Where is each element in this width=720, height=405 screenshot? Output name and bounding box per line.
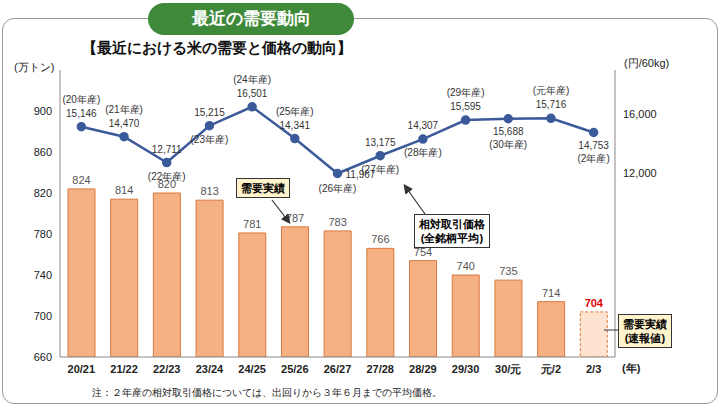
svg-text:16,501: 16,501 [237, 88, 268, 99]
svg-text:780: 780 [34, 228, 52, 240]
html-text:(万トン): (万トン) [14, 61, 55, 73]
svg-text:(26年産): (26年産) [319, 183, 357, 194]
html-text:需要実績: 需要実績 [623, 318, 667, 330]
svg-text:26/27: 26/27 [324, 363, 352, 375]
svg-text:740: 740 [457, 260, 475, 272]
svg-text:820: 820 [34, 187, 52, 199]
svg-text:(20年産): (20年産) [62, 94, 100, 105]
svg-text:900: 900 [34, 105, 52, 117]
svg-text:15,688: 15,688 [493, 126, 524, 137]
svg-text:(27年産): (27年産) [361, 164, 399, 175]
svg-text:740: 740 [34, 269, 52, 281]
svg-text:14,341: 14,341 [280, 120, 311, 131]
html-text:(全銘柄平均): (全銘柄平均) [420, 232, 484, 244]
html-text:相対取引価格: 相対取引価格 [419, 218, 485, 230]
svg-text:700: 700 [34, 310, 52, 322]
svg-text:(24年産): (24年産) [233, 74, 271, 85]
svg-text:735: 735 [499, 265, 517, 277]
html-text:最近の需要動向: 最近の需要動向 [191, 9, 311, 28]
svg-text:21/22: 21/22 [110, 363, 138, 375]
svg-text:13,175: 13,175 [365, 137, 396, 148]
svg-text:820: 820 [157, 178, 177, 190]
svg-text:2/3: 2/3 [586, 363, 601, 375]
svg-text:(2年産): (2年産) [578, 153, 610, 164]
svg-text:(25年産): (25年産) [276, 106, 314, 117]
svg-text:714: 714 [542, 287, 560, 299]
svg-text:29/30: 29/30 [452, 363, 480, 375]
svg-text:15,146: 15,146 [66, 108, 97, 119]
svg-text:15,595: 15,595 [450, 101, 481, 112]
svg-text:783: 783 [328, 216, 346, 228]
svg-text:781: 781 [243, 218, 261, 230]
svg-text:813: 813 [200, 185, 218, 197]
svg-text:754: 754 [413, 245, 433, 258]
svg-text:15,716: 15,716 [536, 99, 567, 110]
svg-text:(30年産): (30年産) [489, 139, 527, 150]
html-text:注：２年産の相対取引価格については、出回りから３年６月までの: 注：２年産の相対取引価格については、出回りから３年６月までの平均価格。 [92, 387, 442, 398]
svg-text:(28年産): (28年産) [404, 147, 442, 158]
html-text:【最近における米の需要と価格の動向】: 【最近における米の需要と価格の動向】 [82, 39, 352, 56]
html-text:(円/60kg): (円/60kg) [624, 57, 670, 69]
svg-text:860: 860 [34, 146, 52, 158]
svg-text:28/29: 28/29 [409, 363, 437, 375]
svg-text:(29年産): (29年産) [447, 87, 485, 98]
svg-text:14,753: 14,753 [578, 140, 609, 151]
svg-text:24/25: 24/25 [238, 363, 266, 375]
svg-text:824: 824 [72, 174, 90, 186]
svg-text:27/28: 27/28 [366, 363, 394, 375]
svg-text:787: 787 [286, 212, 304, 224]
svg-text:704: 704 [585, 297, 604, 309]
svg-text:25/26: 25/26 [281, 363, 309, 375]
html-text:需要実績: 需要実績 [241, 182, 285, 194]
html-text:(年): (年) [622, 362, 641, 374]
svg-text:14,470: 14,470 [109, 118, 140, 129]
svg-text:766: 766 [371, 233, 389, 245]
html-text:(速報値): (速報値) [624, 332, 666, 344]
svg-text:(22年産): (22年産) [148, 171, 186, 182]
svg-text:15,215: 15,215 [194, 107, 225, 118]
svg-text:20/21: 20/21 [68, 363, 96, 375]
svg-text:12,711: 12,711 [152, 144, 182, 155]
svg-text:23/24: 23/24 [196, 363, 224, 375]
svg-text:660: 660 [34, 351, 52, 363]
svg-text:12,000: 12,000 [623, 167, 657, 179]
svg-text:(23年産): (23年産) [191, 134, 229, 145]
svg-text:(21年産): (21年産) [105, 104, 143, 115]
svg-text:22/23: 22/23 [153, 363, 181, 375]
svg-text:(元年産): (元年産) [533, 85, 570, 96]
svg-text:30/元: 30/元 [495, 363, 521, 375]
svg-text:814: 814 [115, 184, 133, 196]
svg-text:14,307: 14,307 [408, 120, 439, 131]
svg-text:16,000: 16,000 [623, 108, 657, 120]
svg-text:元/2: 元/2 [540, 363, 561, 375]
